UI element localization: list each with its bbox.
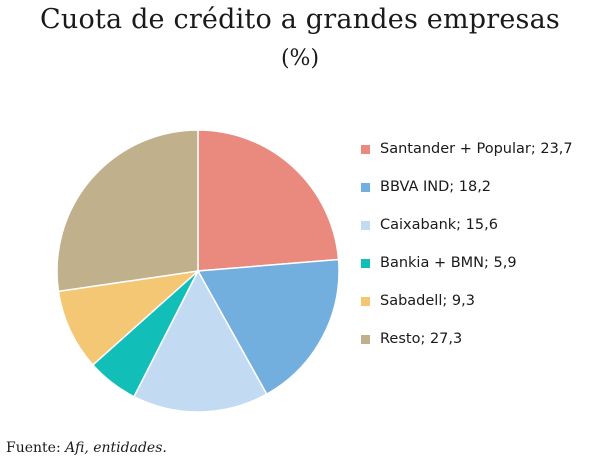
legend-swatch [361, 182, 370, 192]
legend-item: Bankia + BMN; 5,9 [361, 252, 573, 274]
pie-slice-santander-popular [197, 129, 340, 272]
legend-swatch [361, 220, 370, 230]
legend-item: Sabadell; 9,3 [361, 290, 573, 312]
legend-swatch [361, 296, 370, 306]
legend-label: Caixabank; 15,6 [380, 217, 498, 233]
chart-subtitle: (%) [280, 46, 320, 71]
legend-item: BBVA IND; 18,2 [361, 176, 573, 198]
legend-label: Bankia + BMN; 5,9 [380, 255, 517, 271]
legend-swatch [361, 144, 370, 154]
chart-title: Cuota de crédito a grandes empresas [40, 4, 560, 35]
legend-swatch [361, 258, 370, 268]
legend-item: Caixabank; 15,6 [361, 214, 573, 236]
legend-label: Sabadell; 9,3 [380, 293, 475, 309]
pie-slice-sabadell [57, 269, 201, 366]
source-note: Fuente: Afi, entidades. [6, 440, 167, 456]
pie-chart [56, 129, 340, 413]
pie-slice-resto [56, 129, 199, 293]
source-text: Afi, entidades. [65, 440, 167, 456]
legend-swatch [361, 334, 370, 344]
pie-slice-caixabank [132, 269, 268, 413]
legend-label: Resto; 27,3 [380, 331, 463, 347]
legend-item: Resto; 27,3 [361, 328, 573, 350]
pie-slice-bbva-ind [196, 258, 340, 396]
legend-label: BBVA IND; 18,2 [380, 179, 492, 195]
legend-label: Santander + Popular; 23,7 [380, 141, 573, 157]
chart-legend: Santander + Popular; 23,7 BBVA IND; 18,2 C… [361, 138, 573, 366]
source-prefix: Fuente: [6, 440, 61, 456]
legend-item: Santander + Popular; 23,7 [361, 138, 573, 160]
